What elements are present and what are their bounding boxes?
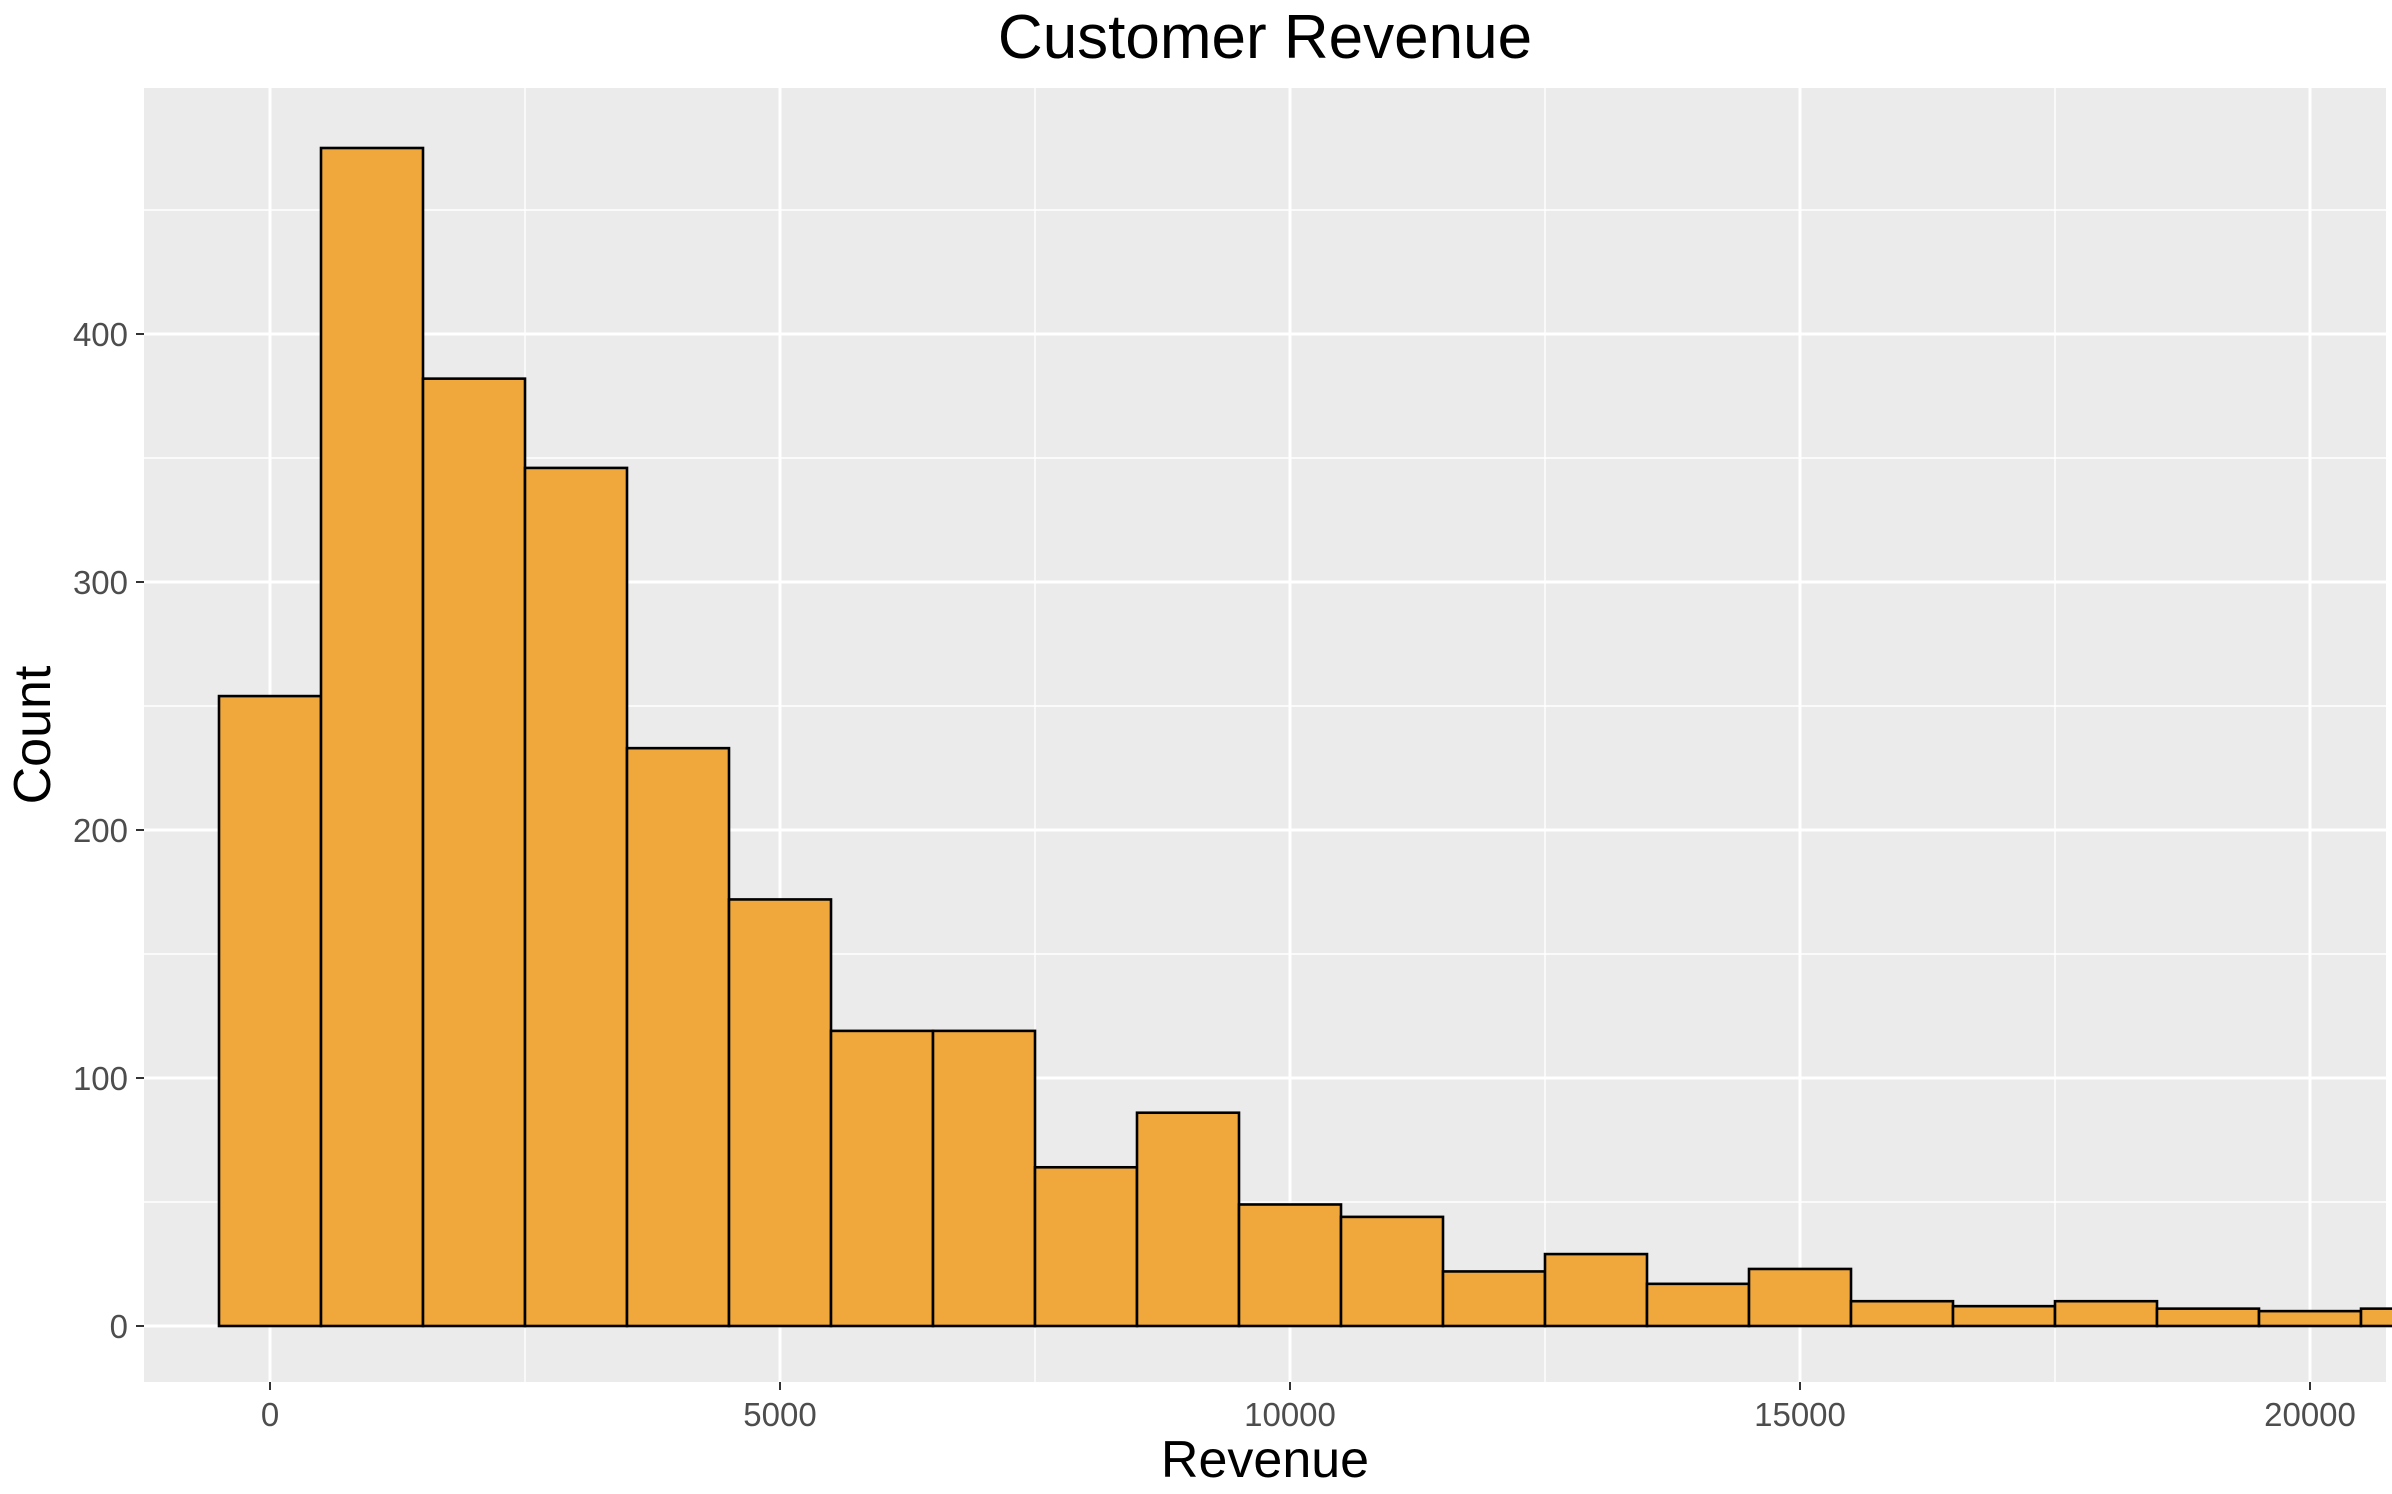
histogram-bar xyxy=(523,466,629,1328)
histogram-bar xyxy=(829,1029,935,1328)
histogram-bar xyxy=(2257,1309,2363,1328)
histogram-bar xyxy=(2155,1307,2261,1328)
x-tick-label: 10000 xyxy=(1244,1396,1336,1433)
histogram-bar xyxy=(1849,1299,1955,1328)
histogram-bar xyxy=(931,1029,1037,1328)
y-tick-label: 300 xyxy=(73,564,128,601)
x-tick-label: 15000 xyxy=(1754,1396,1846,1433)
x-axis: 0500010000150002000025000300003500040000 xyxy=(261,1382,2356,1433)
histogram-bar xyxy=(1951,1304,2057,1328)
histogram-bar xyxy=(1135,1111,1241,1328)
histogram-bar xyxy=(1441,1270,1547,1328)
y-tick-label: 400 xyxy=(73,316,128,353)
histogram-bar xyxy=(1543,1252,1649,1328)
x-tick-label: 5000 xyxy=(743,1396,816,1433)
chart-title: Customer Revenue xyxy=(998,3,1532,72)
histogram-bar xyxy=(1747,1267,1853,1328)
histogram-bars xyxy=(217,146,2392,1328)
histogram-bar xyxy=(1237,1203,1343,1328)
histogram-bar xyxy=(1339,1215,1445,1328)
histogram-bar xyxy=(1033,1165,1139,1328)
y-axis-ticks: 0 100 200 300 400 xyxy=(73,316,144,1345)
histogram-bar xyxy=(2053,1299,2159,1328)
y-axis-title: Count xyxy=(4,665,62,804)
x-axis-title: Revenue xyxy=(1161,1431,1369,1489)
histogram-bar xyxy=(727,898,833,1328)
histogram-bar xyxy=(217,694,323,1328)
histogram-bar xyxy=(2359,1307,2392,1328)
x-tick-label: 20000 xyxy=(2264,1396,2356,1433)
x-axis-ticks: 0500010000150002000025000300003500040000 xyxy=(261,1382,2356,1433)
x-tick-label: 0 xyxy=(261,1396,279,1433)
histogram-bar xyxy=(319,146,425,1328)
histogram-bar xyxy=(1645,1282,1751,1328)
y-tick-label: 100 xyxy=(73,1060,128,1097)
plot-panel xyxy=(144,88,2392,1382)
y-tick-label: 0 xyxy=(110,1308,128,1345)
histogram-bar xyxy=(421,377,527,1328)
histogram-bar xyxy=(625,746,731,1328)
y-tick-label: 200 xyxy=(73,812,128,849)
y-axis: 0 100 200 300 400 xyxy=(73,316,144,1345)
